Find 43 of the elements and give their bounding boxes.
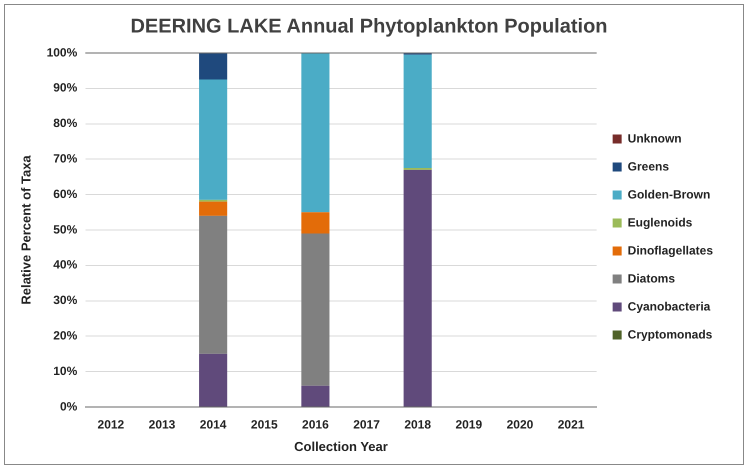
bar (199, 202, 228, 216)
bar (199, 354, 228, 406)
legend-label: Diatoms (628, 271, 676, 286)
legend-label: Cryptomonads (628, 327, 713, 342)
y-tick-label: 20% (53, 328, 78, 343)
bar (301, 234, 330, 386)
y-tick-label: 40% (53, 258, 78, 272)
legend-label: Greens (628, 159, 670, 174)
legend-label: Dinoflagellates (628, 243, 714, 258)
y-tick-label: 30% (53, 293, 78, 308)
x-tick-label: 2019 (455, 418, 482, 432)
bar (199, 216, 228, 354)
y-axis-title: Relative Percent of Taxa (18, 154, 34, 305)
x-tick-label: 2014 (200, 418, 227, 432)
y-tick-label: 70% (53, 152, 78, 166)
x-tick-label: 2013 (148, 418, 176, 432)
y-tick-label: 80% (53, 116, 78, 130)
chart-title: DEERING LAKE Annual Phytoplankton Population (130, 16, 608, 38)
y-tick-label: 10% (53, 364, 78, 378)
y-tick-label: 60% (53, 186, 78, 201)
y-tick-label: 90% (53, 80, 78, 95)
bar (301, 212, 330, 234)
bar (199, 53, 228, 80)
bar (301, 386, 330, 406)
bar (199, 80, 228, 200)
x-tick-label: 2021 (558, 418, 585, 432)
x-tick-label: 2018 (404, 418, 432, 432)
x-tick-label: 2017 (353, 418, 380, 432)
x-tick-label: 2012 (98, 418, 125, 432)
legend-label: Unknown (628, 131, 682, 146)
y-tick-label: 100% (46, 45, 78, 60)
bar (404, 170, 432, 406)
x-tick-label: 2016 (302, 418, 330, 432)
x-axis-title: Collection Year (294, 438, 388, 454)
y-tick-label: 0% (60, 399, 78, 414)
bar (301, 53, 330, 212)
legend-label: Euglenoids (628, 215, 693, 230)
x-tick-label: 2015 (250, 418, 278, 432)
y-tick-label: 50% (53, 222, 78, 236)
legend-label: Cyanobacteria (628, 299, 711, 314)
bar (404, 54, 432, 168)
legend-label: Golden-Brown (628, 187, 710, 202)
x-tick-label: 2020 (506, 418, 534, 432)
